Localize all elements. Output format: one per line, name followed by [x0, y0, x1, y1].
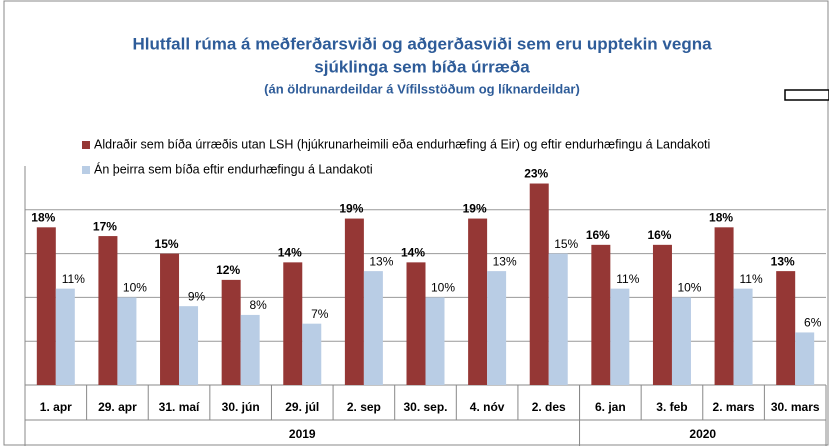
- data-label: 9%: [188, 289, 206, 303]
- bar: [240, 314, 260, 385]
- x-tick-label: 2. mars: [713, 400, 755, 414]
- bar: [55, 288, 75, 385]
- x-tick-label: 4. nóv: [470, 400, 505, 414]
- legend-swatch: [82, 166, 90, 174]
- data-label: 7%: [311, 307, 329, 321]
- data-label: 10%: [677, 281, 701, 295]
- legend-swatch: [82, 141, 90, 149]
- bar: [487, 271, 507, 385]
- data-label: 6%: [804, 316, 822, 330]
- bar: [98, 236, 118, 385]
- bar: [548, 253, 568, 385]
- data-label: 14%: [278, 246, 302, 260]
- bar: [591, 244, 611, 385]
- bar: [160, 253, 180, 385]
- chart-title: sjúklinga sem bíða úrræða: [314, 57, 530, 76]
- data-label: 13%: [493, 254, 517, 268]
- bar: [776, 271, 796, 385]
- data-label: 23%: [524, 167, 548, 181]
- data-label: 12%: [216, 263, 240, 277]
- x-tick-label: 2. sep: [347, 400, 381, 414]
- decoration: [784, 89, 829, 101]
- data-label: 10%: [123, 281, 147, 295]
- data-label: 13%: [369, 254, 393, 268]
- bar: [733, 288, 753, 385]
- group-label: 2019: [289, 427, 316, 441]
- bar: [610, 288, 630, 385]
- bar: [425, 297, 445, 385]
- data-label: 15%: [554, 237, 578, 251]
- data-label: 19%: [339, 202, 363, 216]
- bar: [117, 297, 137, 385]
- data-label: 18%: [709, 210, 733, 224]
- data-label: 11%: [616, 272, 639, 286]
- x-tick-label: 6. jan: [595, 400, 626, 414]
- x-tick-label: 30. sep.: [403, 400, 447, 414]
- data-label: 14%: [401, 246, 425, 260]
- bar: [36, 227, 56, 385]
- data-label: 17%: [93, 219, 117, 233]
- x-tick-label: 30. jún: [222, 400, 260, 414]
- bar: [283, 262, 303, 385]
- bar: [671, 297, 691, 385]
- x-tick-label: 3. feb: [656, 400, 687, 414]
- x-tick-label: 30. mars: [771, 400, 820, 414]
- data-label: 19%: [463, 202, 487, 216]
- legend-label: Án þeirra sem bíða eftir endurhæfingu á …: [94, 161, 373, 176]
- bar: [302, 323, 322, 385]
- data-label: 13%: [771, 254, 795, 268]
- data-label: 8%: [249, 298, 267, 312]
- bar: [406, 262, 426, 385]
- data-label: 11%: [740, 272, 763, 286]
- x-tick-label: 29. apr: [98, 400, 137, 414]
- chart-subtitle: (án öldrunardeildar á Vífilsstöðum og lí…: [264, 81, 580, 96]
- data-label: 11%: [62, 272, 85, 286]
- x-tick-label: 1. apr: [40, 400, 72, 414]
- data-label: 16%: [647, 228, 671, 242]
- group-label: 2020: [689, 427, 716, 441]
- data-label: 16%: [586, 228, 610, 242]
- data-label: 15%: [155, 237, 179, 251]
- bar: [714, 227, 734, 385]
- data-label: 18%: [31, 210, 55, 224]
- x-tick-label: 29. júl: [285, 400, 319, 414]
- bar: [468, 218, 488, 385]
- data-label: 10%: [431, 281, 455, 295]
- bar: [221, 279, 241, 385]
- bar: [344, 218, 364, 385]
- bar: [529, 183, 549, 385]
- chart-title: Hlutfall rúma á meðferðarsviði og aðgerð…: [132, 34, 712, 53]
- x-tick-label: 31. maí: [159, 400, 200, 414]
- bar: [179, 306, 199, 385]
- bar: [795, 332, 815, 385]
- bar: [363, 271, 383, 385]
- legend-label: Aldraðir sem bíða úrræðis utan LSH (hjúk…: [94, 137, 710, 151]
- bar: [652, 244, 672, 385]
- x-tick-label: 2. des: [532, 400, 566, 414]
